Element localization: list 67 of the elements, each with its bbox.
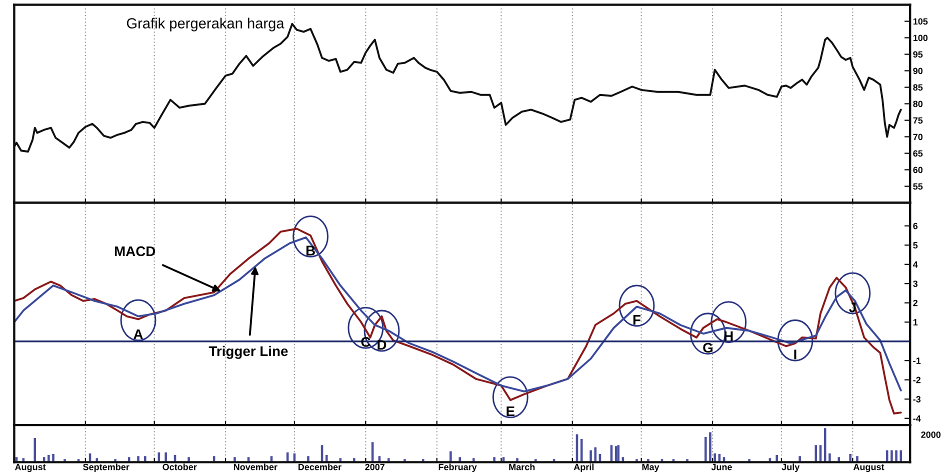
bar <box>900 450 902 462</box>
y-tick-label: 95 <box>913 51 923 58</box>
text: 2000 <box>921 431 941 438</box>
annotation: F <box>633 315 640 325</box>
x-tick-label: February <box>438 464 477 472</box>
bar <box>890 450 893 462</box>
y-tick-label: 3 <box>913 280 918 287</box>
bar <box>450 451 452 462</box>
annotation: MACD <box>114 246 156 256</box>
y-tick-label: 85 <box>913 84 923 91</box>
y-tick-label: -1 <box>913 358 921 364</box>
y-tick-label: 4 <box>912 261 918 268</box>
annotation: I <box>794 350 796 360</box>
y-tick-label: 2 <box>913 300 918 306</box>
x-tick-label: August <box>853 464 884 472</box>
y-tick-label: 1 <box>913 319 918 326</box>
bar <box>849 454 852 462</box>
x-tick-label: November <box>234 464 278 470</box>
annotation: B <box>306 246 315 256</box>
bar <box>709 432 712 462</box>
y-tick-label: -2 <box>913 376 921 384</box>
y-tick-label: 55 <box>913 183 923 190</box>
x-tick-label: July <box>782 464 800 472</box>
bar <box>886 450 888 462</box>
y-tick-label: 100 <box>913 34 928 42</box>
text: Grafik pergerakan harga <box>126 18 284 32</box>
bar <box>895 450 898 462</box>
bar <box>164 452 167 462</box>
y-tick-label: 75 <box>913 117 923 124</box>
bar <box>617 445 620 462</box>
x-tick-label: August <box>14 464 46 472</box>
x-tick-label: September <box>83 464 130 472</box>
y-tick-label: 6 <box>913 222 918 230</box>
x-tick-label: December <box>298 464 342 470</box>
bar <box>34 438 36 462</box>
x-tick-label: June <box>711 464 732 470</box>
y-tick-label: 70 <box>913 134 923 140</box>
y-tick-label: -3 <box>913 396 921 402</box>
annotation: D <box>378 340 386 350</box>
bar <box>594 447 597 462</box>
point <box>618 284 655 327</box>
y-tick-label: 65 <box>913 150 923 157</box>
y-tick-label: 60 <box>913 166 923 174</box>
line-series <box>14 236 902 392</box>
bar <box>48 455 50 462</box>
bar <box>704 436 707 462</box>
y-tick-label: 5 <box>913 242 918 248</box>
annotation: Trigger Line <box>208 346 288 359</box>
annotation: C <box>361 337 370 347</box>
bar <box>325 455 328 462</box>
bar <box>52 454 54 462</box>
annotation: A <box>134 329 143 340</box>
x-tick-label: April <box>574 464 594 472</box>
y-tick-label: 80 <box>913 100 923 108</box>
annotation: E <box>506 406 514 416</box>
x-tick-label: 2007 <box>365 464 385 470</box>
y-tick-label: 105 <box>913 18 928 25</box>
y-tick-label: 90 <box>913 68 923 74</box>
x-tick-label: October <box>162 464 197 470</box>
bar <box>714 453 716 462</box>
x-tick-label: May <box>642 464 660 472</box>
annotation: G <box>703 342 712 353</box>
bar <box>776 455 778 462</box>
bar <box>828 453 831 462</box>
x-tick-label: March <box>509 464 535 470</box>
y-tick-label: -4 <box>913 415 921 422</box>
bar <box>590 450 592 462</box>
